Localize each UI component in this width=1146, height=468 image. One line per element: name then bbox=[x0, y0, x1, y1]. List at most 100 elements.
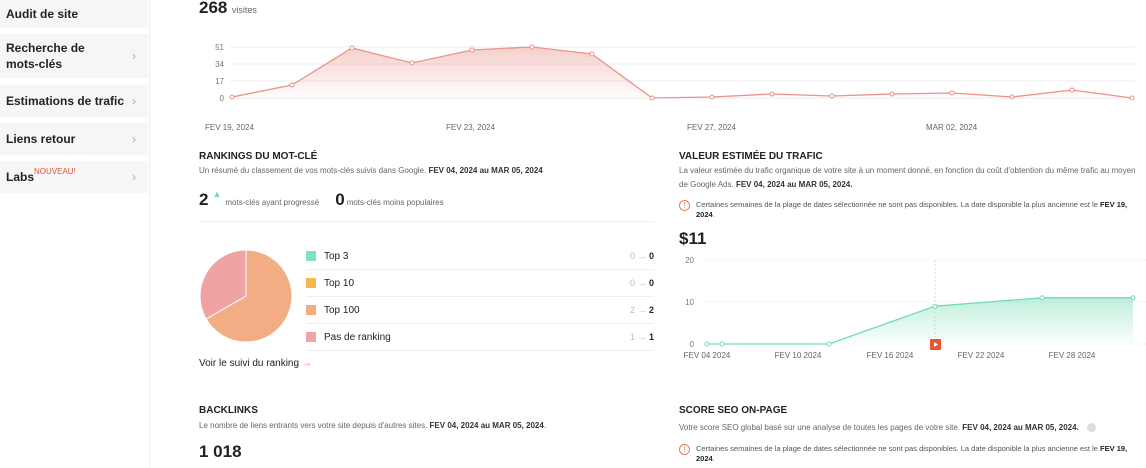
seo-score-desc-text: Votre score SEO global basé sur une anal… bbox=[679, 423, 961, 432]
legend-row: Top 3 0 → 0 bbox=[306, 243, 654, 270]
x-tick-label: FEV 16 2024 bbox=[867, 351, 914, 360]
visits-unit: visites bbox=[231, 5, 257, 15]
data-point bbox=[289, 82, 295, 88]
data-point bbox=[589, 51, 595, 57]
legend-row: Top 100 2 → 2 bbox=[306, 297, 654, 324]
legend-swatch bbox=[306, 332, 316, 342]
legend-swatch bbox=[306, 278, 316, 288]
sidebar-item-traffic-estimates[interactable]: Estimations de trafic › bbox=[0, 85, 148, 117]
legend-to: 0 bbox=[648, 251, 654, 261]
x-tick-label: FEV 28 2024 bbox=[1049, 351, 1096, 360]
data-point bbox=[349, 45, 355, 51]
series-line bbox=[231, 46, 1133, 99]
backlinks-range: FEV 04, 2024 au MAR 05, 2024 bbox=[429, 421, 544, 430]
arrow-icon: → bbox=[637, 305, 647, 315]
warning-date: FEV 19, 2024 bbox=[696, 200, 1128, 219]
help-icon[interactable] bbox=[1087, 423, 1097, 433]
y-tick-label: 20 bbox=[685, 256, 694, 265]
sidebar-item-labs[interactable]: LabsNOUVEAU! › bbox=[0, 161, 148, 193]
visits-count: 268 bbox=[199, 0, 228, 17]
pie-slice bbox=[205, 249, 293, 343]
y-tick-label: 51 bbox=[215, 43, 224, 52]
sidebar-item-backlinks[interactable]: Liens retour › bbox=[0, 123, 148, 155]
data-point bbox=[949, 90, 955, 96]
sidebar-item-label: Audit de site bbox=[6, 7, 79, 21]
warning-text: Certaines semaines de la plage de dates … bbox=[696, 200, 1098, 209]
divider bbox=[199, 221, 654, 222]
data-point bbox=[719, 341, 725, 347]
seo-score-desc: Votre score SEO global basé sur une anal… bbox=[679, 421, 1097, 435]
arrow-icon: → bbox=[637, 251, 647, 261]
rankings-desc-text: Un résumé du classement de vos mots-clés… bbox=[199, 166, 427, 175]
y-tick-label: 34 bbox=[215, 60, 224, 69]
y-tick-label: 0 bbox=[690, 340, 695, 349]
declined-count: 0 bbox=[335, 190, 345, 209]
traffic-value-title: VALEUR ESTIMÉE DU TRAFIC bbox=[679, 151, 823, 162]
chevron-right-icon: › bbox=[132, 94, 136, 108]
data-point bbox=[1039, 295, 1045, 301]
progressed-count: 2 bbox=[199, 190, 209, 209]
info-icon: ! bbox=[679, 444, 690, 455]
traffic-value-chart: 0 10 20 FEV 04 2024 FEV 10 2024 FEV 16 2024 FE… bbox=[684, 256, 1146, 360]
x-tick-label: MAR 02, 2024 bbox=[926, 123, 978, 132]
traffic-value-range: FEV 04, 2024 au MAR 05, 2024. bbox=[735, 180, 853, 189]
sidebar-item-label: Liens retour bbox=[6, 132, 76, 146]
data-point bbox=[704, 341, 710, 347]
backlinks-count: 1 018 bbox=[199, 442, 242, 461]
traffic-value-desc-text: La valeur estimée du trafic organique de… bbox=[679, 166, 1136, 189]
labs-label: Labs bbox=[6, 170, 35, 184]
visits-summary: 268 visites bbox=[199, 0, 257, 18]
legend-value: 0 → 0 bbox=[630, 251, 654, 261]
y-tick-label: 0 bbox=[220, 94, 225, 103]
ranking-link-label: Voir le suivi du ranking bbox=[199, 358, 300, 369]
sidebar-item-keyword-research[interactable]: Recherche de mots-clés › bbox=[0, 34, 148, 78]
warning-date: FEV 19, 2024 bbox=[696, 444, 1128, 463]
arrow-icon: → bbox=[637, 278, 647, 288]
seo-score-title: SCORE SEO ON-PAGE bbox=[679, 405, 788, 416]
backlinks-desc: Le nombre de liens entrants vers votre s… bbox=[199, 421, 547, 430]
backlinks-title: BACKLINKS bbox=[199, 405, 258, 416]
pie-slice bbox=[199, 249, 247, 320]
sidebar: Audit de site Recherche de mots-clés › Es… bbox=[0, 0, 150, 468]
sidebar-item-site-audit[interactable]: Audit de site bbox=[0, 0, 148, 28]
legend-to: 2 bbox=[648, 305, 654, 315]
data-point bbox=[826, 341, 832, 347]
progressed-label: mots-clés ayant progressé bbox=[225, 198, 320, 207]
data-point bbox=[229, 94, 235, 100]
data-point bbox=[889, 91, 895, 97]
sidebar-item-label: Estimations de trafic bbox=[6, 94, 125, 108]
legend-value: 1 → 1 bbox=[630, 332, 654, 342]
legend-label: Top 100 bbox=[324, 304, 360, 316]
chevron-right-icon: › bbox=[132, 49, 136, 63]
x-tick-label: FEV 27, 2024 bbox=[687, 123, 736, 132]
data-point bbox=[1009, 94, 1015, 100]
seo-score-range: FEV 04, 2024 au MAR 05, 2024. bbox=[962, 423, 1079, 432]
rankings-stats: 2 ▲ mots-clés ayant progressé 0 mots-clé… bbox=[199, 189, 444, 210]
data-point bbox=[709, 94, 715, 100]
x-tick-label: FEV 19, 2024 bbox=[205, 123, 254, 132]
data-point bbox=[829, 93, 835, 99]
traffic-value-warning: ! Certaines semaines de la plage de date… bbox=[679, 200, 1144, 220]
legend-label: Pas de ranking bbox=[324, 331, 391, 343]
legend-from: 1 bbox=[629, 332, 635, 342]
x-tick-label: FEV 22 2024 bbox=[958, 351, 1005, 360]
data-point bbox=[529, 44, 535, 50]
legend-row: Top 10 0 → 0 bbox=[306, 270, 654, 297]
triangle-up-icon: ▲ bbox=[212, 189, 222, 199]
legend-from: 2 bbox=[629, 305, 635, 315]
visits-chart: 0 17 34 51 FEV 19, 2024 FEV 23, 2024 FEV 27, 2… bbox=[205, 43, 1135, 132]
play-icon bbox=[934, 342, 938, 347]
x-tick-label: FEV 04 2024 bbox=[684, 351, 731, 360]
arrow-right-icon: → bbox=[301, 358, 312, 369]
y-tick-label: 10 bbox=[685, 298, 694, 307]
data-point bbox=[469, 47, 475, 53]
ranking-tracking-link[interactable]: Voir le suivi du ranking → bbox=[199, 358, 312, 369]
chevron-right-icon: › bbox=[132, 132, 136, 146]
legend-label: Top 3 bbox=[324, 250, 349, 262]
rankings-title: RANKINGS DU MOT-CLÉ bbox=[199, 151, 318, 162]
warning-text: Certaines semaines de la plage de dates … bbox=[696, 444, 1098, 453]
x-tick-label: FEV 10 2024 bbox=[775, 351, 822, 360]
sidebar-item-label: Recherche de mots-clés bbox=[6, 41, 85, 71]
data-point bbox=[1129, 95, 1135, 101]
x-tick-label: FEV 23, 2024 bbox=[446, 123, 495, 132]
